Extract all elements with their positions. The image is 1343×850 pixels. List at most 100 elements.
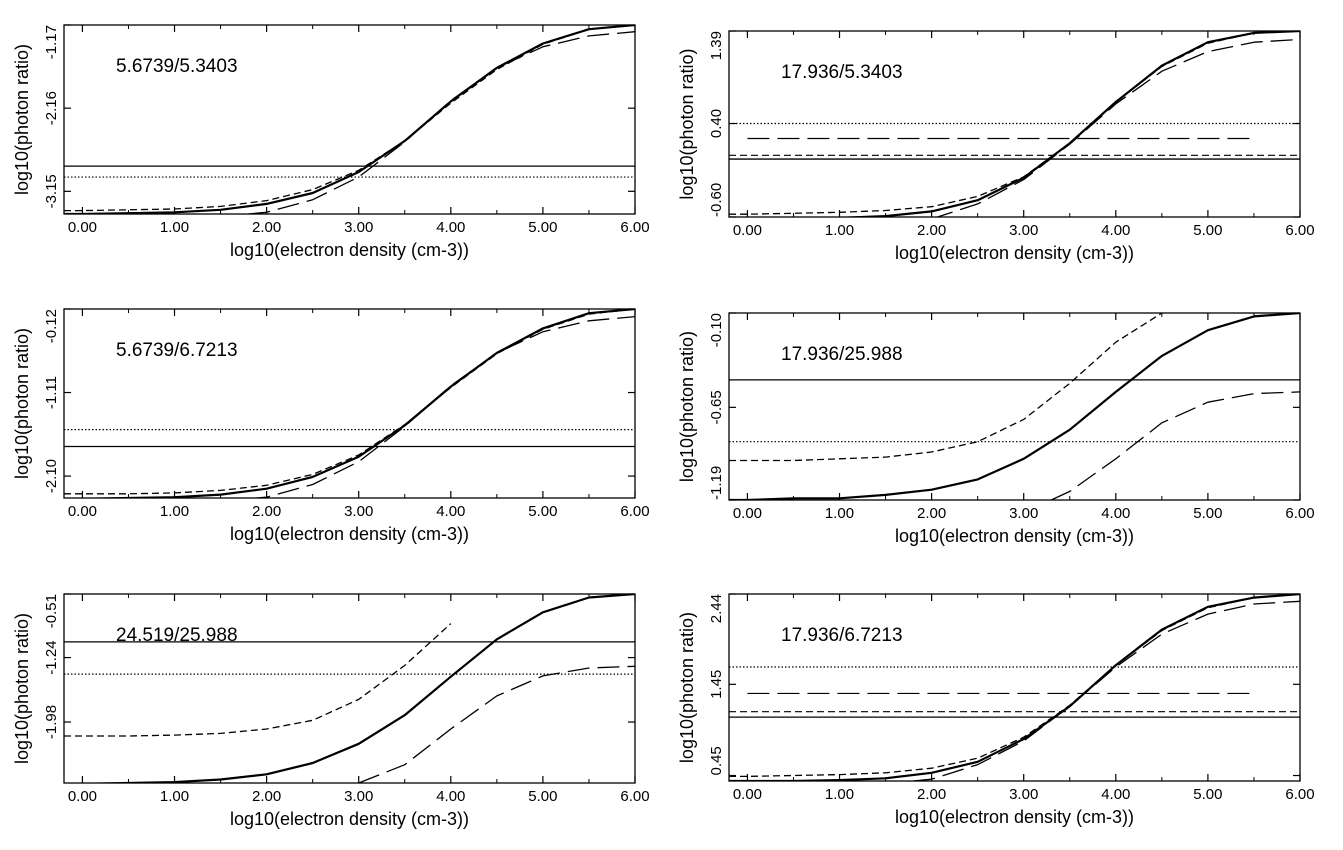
panel-annotation: 17.936/25.988 bbox=[781, 344, 903, 365]
x-tick-label: 5.00 bbox=[1193, 786, 1222, 803]
plot-area bbox=[64, 594, 635, 783]
x-tick-label: 3.00 bbox=[344, 788, 373, 805]
x-tick-label: 4.00 bbox=[1101, 222, 1130, 239]
series-line-dashed bbox=[64, 623, 452, 737]
x-tick-label: 0.00 bbox=[68, 788, 97, 805]
x-tick-label: 4.00 bbox=[436, 503, 465, 520]
panel-annotation: 17.936/5.3403 bbox=[781, 62, 903, 83]
chart-panel-2: 0.00 1.00 2.00 3.00 4.00 5.00 6.00 1.39 0.40 -0.6… bbox=[677, 30, 1315, 263]
y-axis-title: log10(photon ratio) bbox=[677, 612, 697, 763]
y-tick-label: -1.98 bbox=[43, 705, 60, 739]
x-tick-label: 0.00 bbox=[68, 219, 97, 236]
x-tick-label: 0.00 bbox=[733, 505, 762, 522]
plot-frame bbox=[728, 312, 1301, 501]
series-line-dashed bbox=[64, 309, 635, 495]
x-tick-label: 5.00 bbox=[1193, 222, 1222, 239]
x-tick-label: 5.00 bbox=[528, 219, 557, 236]
y-tick-label: -0.12 bbox=[43, 309, 60, 343]
y-tick-label: 1.39 bbox=[708, 31, 725, 60]
x-tick-label: 4.00 bbox=[436, 219, 465, 236]
x-axis-title: log10(electron density (cm-3)) bbox=[230, 809, 469, 829]
x-tick-label: 2.00 bbox=[252, 219, 281, 236]
series-line-dashed bbox=[729, 594, 1300, 778]
y-axis-title: log10(photon ratio) bbox=[677, 331, 697, 482]
x-tick-label: 1.00 bbox=[160, 503, 189, 520]
y-tick-label: -2.16 bbox=[43, 91, 60, 125]
x-tick-label: 1.00 bbox=[825, 222, 854, 239]
y-axis-title: log10(photon ratio) bbox=[12, 44, 32, 195]
series-line-dashed bbox=[64, 25, 635, 212]
x-tick-label: 1.00 bbox=[160, 219, 189, 236]
chart-panel-3: 0.00 1.00 2.00 3.00 4.00 5.00 6.00 -0.12 -1.11 -2… bbox=[12, 308, 650, 544]
x-tick-label: 1.00 bbox=[825, 786, 854, 803]
y-tick-label: -1.24 bbox=[43, 640, 60, 674]
plot-area bbox=[729, 594, 1300, 781]
plot-area bbox=[64, 309, 635, 498]
y-tick-label: 1.45 bbox=[708, 670, 725, 699]
x-tick-label: 3.00 bbox=[1009, 786, 1038, 803]
plot-frame bbox=[728, 30, 1301, 218]
y-tick-label: -2.10 bbox=[43, 459, 60, 493]
x-tick-label: 3.00 bbox=[344, 219, 373, 236]
y-axis-title: log10(photon ratio) bbox=[12, 613, 32, 764]
x-tick-label: 2.00 bbox=[917, 505, 946, 522]
y-tick-label: -0.51 bbox=[43, 594, 60, 628]
x-tick-label: 6.00 bbox=[620, 503, 649, 520]
x-axis-title: log10(electron density (cm-3)) bbox=[230, 524, 469, 544]
x-tick-label: 0.00 bbox=[733, 786, 762, 803]
chart-panel-5: 0.00 1.00 2.00 3.00 4.00 5.00 6.00 -0.51 -1.24 -1… bbox=[12, 593, 650, 829]
series-line-long-dashed bbox=[248, 31, 635, 214]
series-line-long-dashed bbox=[358, 665, 635, 783]
x-tick-label: 2.00 bbox=[917, 786, 946, 803]
y-tick-label: 0.40 bbox=[708, 109, 725, 138]
x-tick-label: 6.00 bbox=[620, 219, 649, 236]
chart-panel-1: 0.00 1.00 2.00 3.00 4.00 5.00 6.00 -1.17 -2.16 -3… bbox=[12, 24, 650, 260]
y-tick-label: -1.11 bbox=[43, 376, 60, 409]
series-line-long-dashed bbox=[935, 38, 1300, 217]
plot-area bbox=[729, 31, 1300, 217]
x-tick-label: 2.00 bbox=[917, 222, 946, 239]
x-tick-label: 5.00 bbox=[1193, 505, 1222, 522]
panel-annotation: 5.6739/6.7213 bbox=[116, 340, 238, 361]
x-tick-label: 3.00 bbox=[344, 503, 373, 520]
y-tick-label: -0.65 bbox=[708, 390, 725, 424]
y-tick-label: 0.45 bbox=[708, 746, 725, 775]
x-tick-label: 3.00 bbox=[1009, 222, 1038, 239]
series-line-dashed bbox=[729, 31, 1300, 215]
x-tick-label: 4.00 bbox=[1101, 786, 1130, 803]
x-tick-label: 2.00 bbox=[252, 503, 281, 520]
x-tick-label: 1.00 bbox=[825, 505, 854, 522]
y-axis-title: log10(photon ratio) bbox=[12, 328, 32, 479]
x-tick-label: 3.00 bbox=[1009, 505, 1038, 522]
y-tick-label: -0.10 bbox=[708, 313, 725, 347]
x-axis-title: log10(electron density (cm-3)) bbox=[230, 240, 469, 260]
x-tick-label: 6.00 bbox=[1285, 786, 1314, 803]
plot-area bbox=[729, 313, 1300, 500]
series-line-solid bbox=[64, 594, 635, 783]
panel-annotation: 17.936/6.7213 bbox=[781, 625, 903, 646]
series-line-dashed bbox=[729, 313, 1163, 462]
series-line-long-dashed bbox=[249, 315, 635, 498]
x-tick-label: 0.00 bbox=[733, 222, 762, 239]
series-line-solid bbox=[729, 594, 1300, 781]
chart-panel-4: 0.00 1.00 2.00 3.00 4.00 5.00 6.00 -0.10 -0.65 -1… bbox=[677, 312, 1315, 546]
panel-annotation: 5.6739/5.3403 bbox=[116, 56, 238, 77]
x-tick-label: 4.00 bbox=[1101, 505, 1130, 522]
x-tick-label: 1.00 bbox=[160, 788, 189, 805]
x-axis-title: log10(electron density (cm-3)) bbox=[895, 807, 1134, 827]
series-line-long-dashed bbox=[1051, 391, 1300, 500]
y-tick-label: -0.60 bbox=[708, 183, 725, 217]
x-tick-label: 0.00 bbox=[68, 503, 97, 520]
plot-frame bbox=[728, 593, 1301, 782]
y-axis-title: log10(photon ratio) bbox=[677, 48, 697, 199]
series-line-long-dashed bbox=[913, 600, 1300, 781]
plot-area bbox=[64, 25, 635, 214]
panel-annotation: 24.519/25.988 bbox=[116, 625, 238, 646]
x-tick-label: 5.00 bbox=[528, 503, 557, 520]
y-tick-label: -3.15 bbox=[43, 174, 60, 208]
x-axis-title: log10(electron density (cm-3)) bbox=[895, 526, 1134, 546]
plot-frame bbox=[63, 24, 636, 215]
plot-frame bbox=[63, 308, 636, 499]
chart-panel-6: 0.00 1.00 2.00 3.00 4.00 5.00 6.00 2.44 1.45 0.45… bbox=[677, 593, 1315, 827]
